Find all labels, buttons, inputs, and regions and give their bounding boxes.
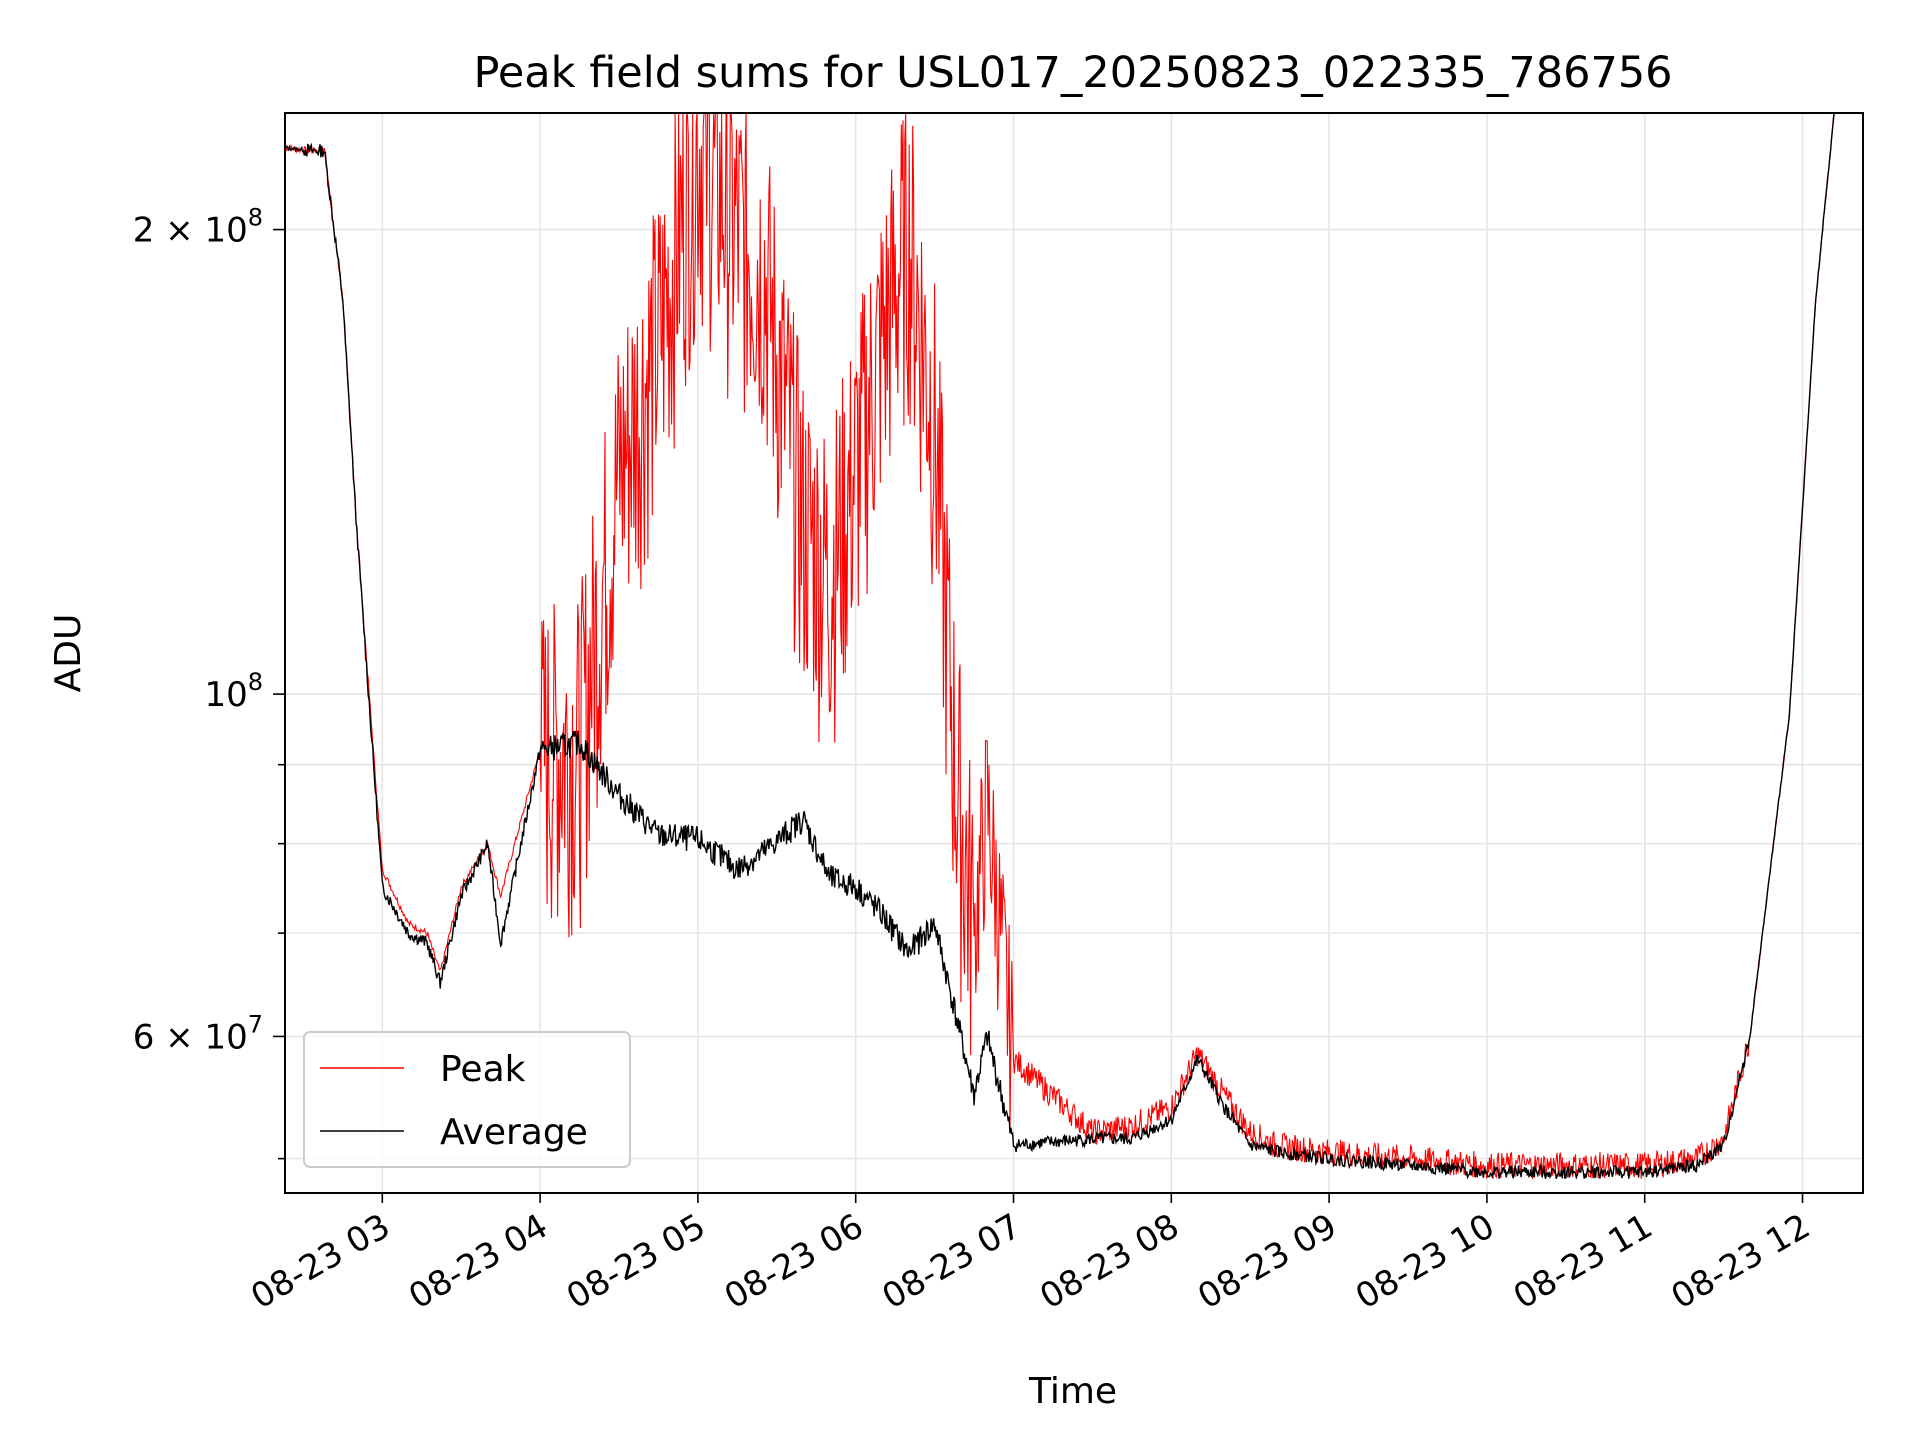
x-axis: 08-23 03 08-23 04 08-23 05 08-23 06 08-23 07…	[244, 1193, 1817, 1317]
legend-label-peak: Peak	[440, 1049, 526, 1090]
x-tick-label: 08-23 06	[718, 1206, 870, 1317]
x-axis-label: Time	[1028, 1371, 1117, 1412]
y-tick-label: 108	[204, 668, 263, 715]
x-tick-label: 08-23 07	[876, 1206, 1028, 1317]
x-tick-label: 08-23 04	[402, 1206, 554, 1317]
x-tick-label: 08-23 10	[1349, 1206, 1501, 1317]
chart-title: Peak field sums for USL017_20250823_0223…	[473, 48, 1672, 98]
y-axis: 6 × 107 108 2 × 108	[133, 204, 285, 1160]
legend: Peak Average	[303, 1031, 631, 1168]
x-tick-label: 08-23 12	[1665, 1206, 1817, 1317]
y-tick-label: 2 × 108	[133, 204, 263, 251]
plot-frame	[284, 112, 1864, 1194]
y-tick-label: 6 × 107	[133, 1010, 263, 1057]
legend-box	[303, 1031, 631, 1168]
series-line-peak	[284, 112, 1835, 1180]
y-axis-label: ADU	[48, 614, 89, 693]
x-tick-label: 08-23 11	[1507, 1206, 1659, 1317]
series-line-average	[284, 112, 1835, 1180]
series-layer	[284, 112, 1835, 1180]
x-tick-label: 08-23 09	[1191, 1206, 1343, 1317]
legend-label-average: Average	[440, 1112, 588, 1153]
x-tick-label: 08-23 05	[560, 1206, 712, 1317]
x-tick-label: 08-23 03	[244, 1206, 396, 1317]
x-tick-label: 08-23 08	[1033, 1206, 1185, 1317]
